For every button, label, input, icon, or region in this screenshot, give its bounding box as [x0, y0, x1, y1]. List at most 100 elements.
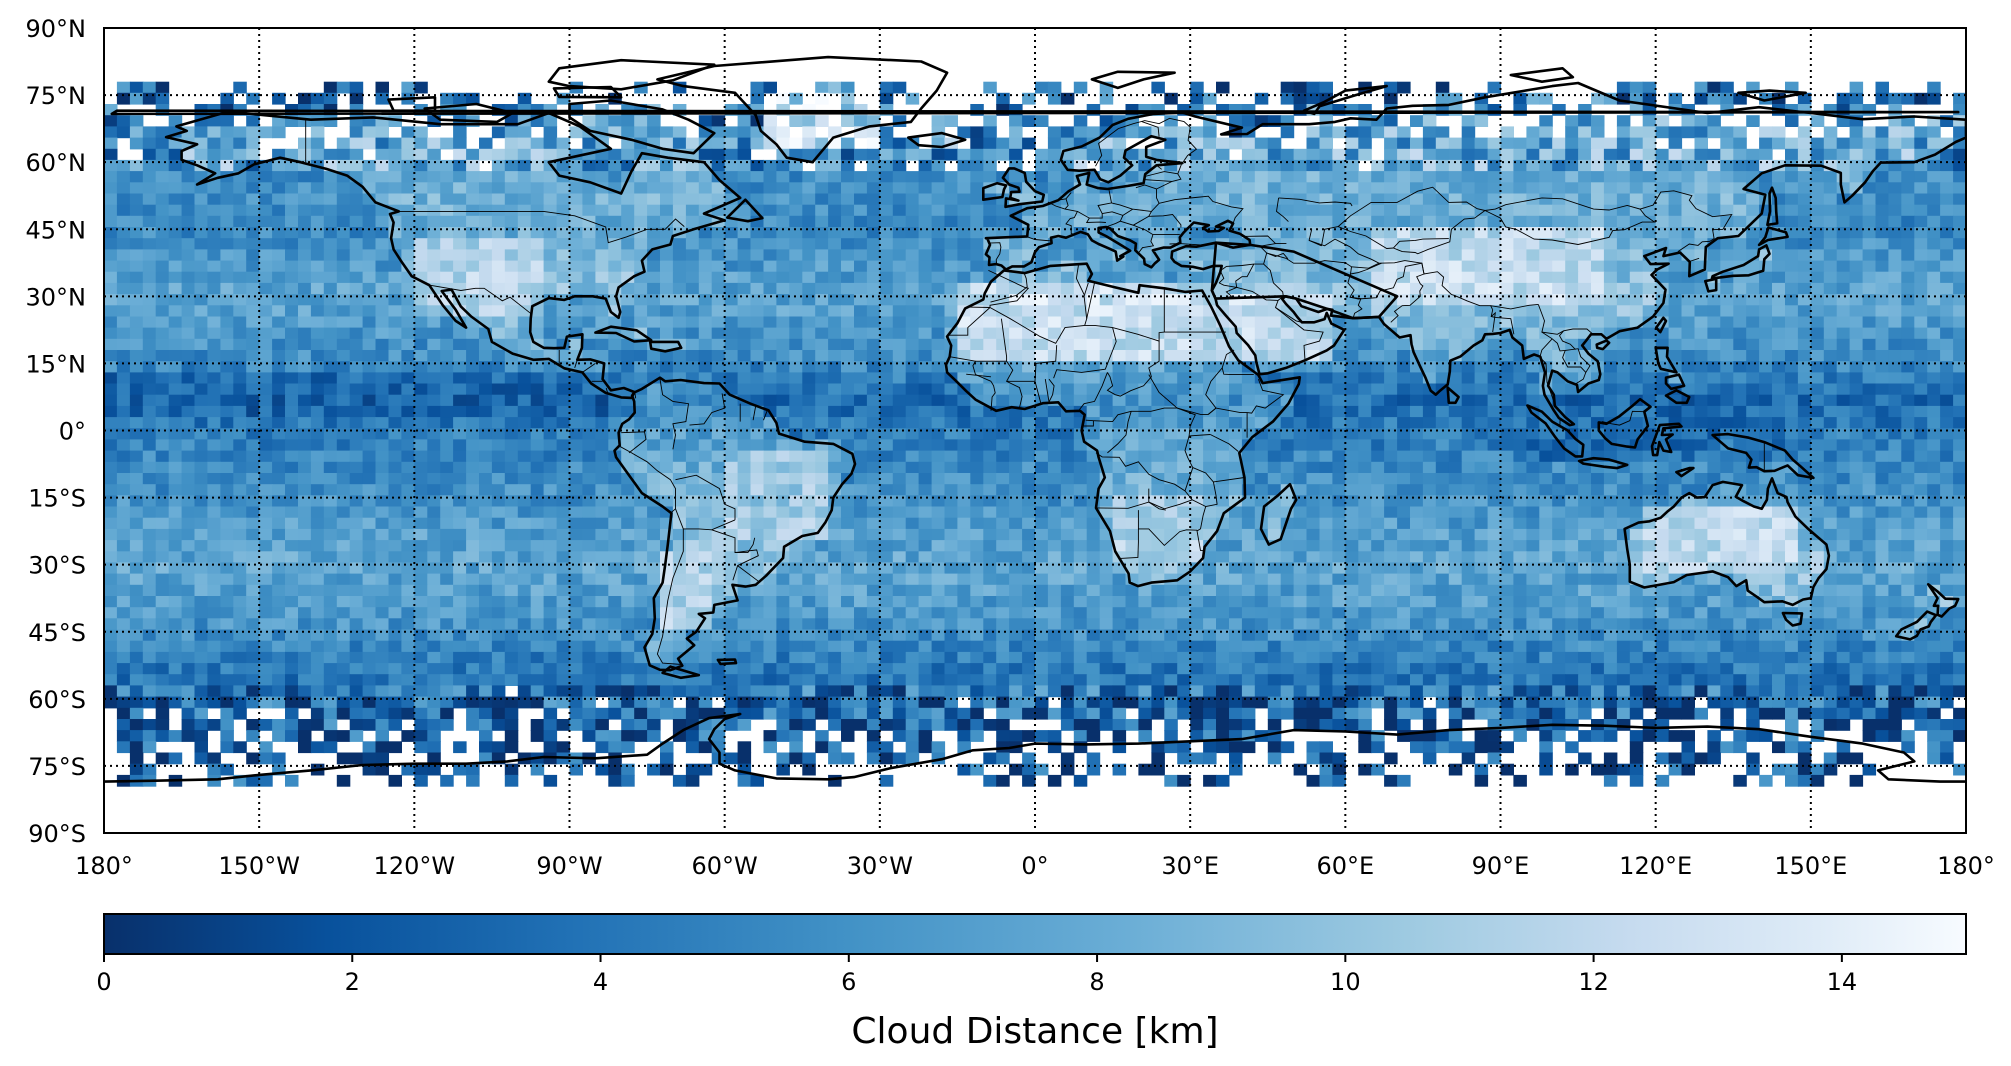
heatmap-cell	[362, 405, 377, 418]
heatmap-cell	[181, 305, 196, 318]
heatmap-cell	[996, 316, 1010, 329]
heatmap-cell	[854, 282, 868, 295]
heatmap-cell	[763, 193, 777, 206]
heatmap-cell	[1332, 271, 1346, 284]
heatmap-cell	[1306, 338, 1320, 351]
heatmap-cell	[1047, 383, 1062, 396]
heatmap-cell	[1785, 473, 1799, 485]
heatmap-cell	[724, 193, 739, 206]
heatmap-cell	[647, 137, 661, 150]
heatmap-cell	[1578, 350, 1592, 362]
heatmap-cell	[815, 249, 829, 262]
heatmap-cell	[298, 473, 312, 485]
heatmap-cell	[970, 171, 984, 183]
heatmap-cell	[1384, 126, 1398, 139]
heatmap-cell	[815, 316, 829, 329]
heatmap-cell	[466, 204, 480, 217]
heatmap-cell	[194, 126, 208, 139]
heatmap-cell	[1345, 305, 1359, 318]
heatmap-cell	[1229, 305, 1243, 318]
heatmap-cell	[905, 182, 920, 195]
heatmap-cell	[1578, 428, 1592, 441]
heatmap-cell	[1526, 450, 1540, 463]
heatmap-cell	[1681, 148, 1695, 161]
heatmap-cell	[466, 417, 480, 429]
heatmap-cell	[1487, 461, 1502, 474]
heatmap-cell	[1151, 439, 1165, 452]
heatmap-cell	[1397, 428, 1411, 441]
heatmap-cell	[285, 260, 299, 273]
heatmap-cell	[1422, 473, 1437, 485]
heatmap-cell	[1849, 439, 1864, 452]
heatmap-cell	[789, 417, 803, 429]
heatmap-cell	[595, 182, 609, 195]
heatmap-cell	[1565, 227, 1579, 239]
heatmap-cell	[944, 305, 958, 318]
heatmap-cell	[142, 461, 157, 474]
heatmap-cell	[504, 405, 519, 418]
heatmap-cell	[1642, 171, 1657, 183]
heatmap-cell	[1746, 394, 1760, 407]
heatmap-cell	[1099, 305, 1114, 318]
heatmap-cell	[129, 394, 144, 407]
heatmap-cell	[233, 372, 247, 385]
heatmap-cell	[349, 495, 364, 508]
heatmap-cell	[1668, 92, 1683, 105]
heatmap-cell	[750, 405, 764, 418]
heatmap-cell	[1836, 115, 1851, 127]
heatmap-cell	[453, 227, 467, 239]
heatmap-cell	[491, 260, 506, 273]
heatmap-cell	[1927, 227, 1941, 239]
heatmap-cell	[1823, 372, 1838, 385]
heatmap-cell	[181, 484, 196, 496]
heatmap-cell	[1849, 227, 1864, 239]
heatmap-cell	[1565, 473, 1579, 485]
heatmap-cell	[504, 417, 519, 429]
heatmap-cell	[1319, 282, 1333, 295]
heatmap-cell	[1901, 450, 1915, 463]
heatmap-cell	[1655, 461, 1670, 474]
heatmap-cell	[1332, 182, 1346, 195]
heatmap-cell	[1759, 417, 1773, 429]
heatmap-cell	[1539, 316, 1553, 329]
heatmap-cell	[1099, 115, 1114, 127]
heatmap-cell	[1901, 204, 1915, 217]
heatmap-cell	[1603, 394, 1618, 407]
heatmap-cell	[1177, 171, 1191, 183]
heatmap-cell	[1823, 439, 1838, 452]
heatmap-cell	[1629, 271, 1644, 284]
heatmap-cell	[569, 227, 583, 239]
heatmap-cell	[375, 92, 389, 105]
heatmap-cell	[1229, 316, 1243, 329]
heatmap-cell	[621, 159, 635, 172]
heatmap-cell	[1410, 316, 1424, 329]
heatmap-cell	[310, 428, 325, 441]
heatmap-cell	[1810, 305, 1825, 318]
heatmap-cell	[220, 115, 234, 127]
heatmap-cell	[815, 81, 829, 94]
heatmap-cell	[1759, 260, 1773, 273]
heatmap-cell	[1487, 417, 1502, 429]
heatmap-cell	[1216, 417, 1230, 429]
heatmap-cell	[763, 316, 777, 329]
heatmap-cell	[1733, 171, 1747, 183]
heatmap-cell	[1073, 171, 1088, 183]
heatmap-cell	[1190, 148, 1204, 161]
heatmap-cell	[1888, 215, 1902, 228]
heatmap-cell	[1746, 171, 1760, 183]
heatmap-cell	[1668, 215, 1683, 228]
heatmap-cell	[1513, 260, 1527, 273]
heatmap-cell	[104, 450, 118, 463]
heatmap-cell	[349, 383, 364, 396]
heatmap-cell	[323, 238, 338, 250]
heatmap-cell	[1422, 461, 1437, 474]
heatmap-cell	[246, 204, 260, 217]
heatmap-cell	[349, 260, 364, 273]
heatmap-cell	[1591, 171, 1605, 183]
heatmap-cell	[1216, 215, 1230, 228]
heatmap-cell	[1448, 484, 1463, 496]
heatmap-cell	[1164, 405, 1178, 418]
heatmap-cell	[414, 193, 428, 206]
heatmap-cell	[104, 428, 118, 441]
heatmap-cell	[1862, 450, 1877, 463]
